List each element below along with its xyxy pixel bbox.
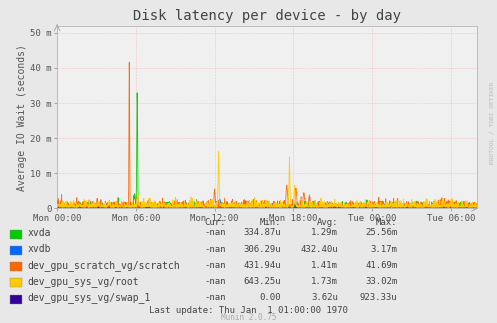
Text: 432.40u: 432.40u <box>300 245 338 254</box>
Text: dev_gpu_sys_vg/swap_1: dev_gpu_sys_vg/swap_1 <box>27 292 151 303</box>
Text: 25.56m: 25.56m <box>365 228 398 237</box>
Text: 0.00: 0.00 <box>259 293 281 302</box>
Text: 923.33u: 923.33u <box>360 293 398 302</box>
Text: Munin 2.0.75: Munin 2.0.75 <box>221 313 276 322</box>
Text: dev_gpu_scratch_vg/scratch: dev_gpu_scratch_vg/scratch <box>27 260 180 271</box>
Text: Avg:: Avg: <box>317 218 338 227</box>
Text: 41.69m: 41.69m <box>365 261 398 270</box>
Text: 431.94u: 431.94u <box>243 261 281 270</box>
Title: Disk latency per device - by day: Disk latency per device - by day <box>133 9 401 23</box>
Text: Last update: Thu Jan  1 01:00:00 1970: Last update: Thu Jan 1 01:00:00 1970 <box>149 306 348 315</box>
Text: 3.62u: 3.62u <box>311 293 338 302</box>
Text: 334.87u: 334.87u <box>243 228 281 237</box>
Text: 1.29m: 1.29m <box>311 228 338 237</box>
Text: 306.29u: 306.29u <box>243 245 281 254</box>
Text: dev_gpu_sys_vg/root: dev_gpu_sys_vg/root <box>27 276 139 287</box>
Text: 33.02m: 33.02m <box>365 277 398 286</box>
Text: 643.25u: 643.25u <box>243 277 281 286</box>
Text: Cur:: Cur: <box>205 218 226 227</box>
Text: -nan: -nan <box>205 245 226 254</box>
Text: xvda: xvda <box>27 228 51 238</box>
Text: 1.73m: 1.73m <box>311 277 338 286</box>
Text: 1.41m: 1.41m <box>311 261 338 270</box>
Text: Max:: Max: <box>376 218 398 227</box>
Text: -nan: -nan <box>205 261 226 270</box>
Text: 3.17m: 3.17m <box>371 245 398 254</box>
Text: xvdb: xvdb <box>27 244 51 254</box>
Text: Min:: Min: <box>259 218 281 227</box>
Text: -nan: -nan <box>205 228 226 237</box>
Text: RRDTOOL / TOBI OETIKER: RRDTOOL / TOBI OETIKER <box>490 81 495 164</box>
Text: -nan: -nan <box>205 293 226 302</box>
Text: -nan: -nan <box>205 277 226 286</box>
Y-axis label: Average IO Wait (seconds): Average IO Wait (seconds) <box>17 44 27 191</box>
